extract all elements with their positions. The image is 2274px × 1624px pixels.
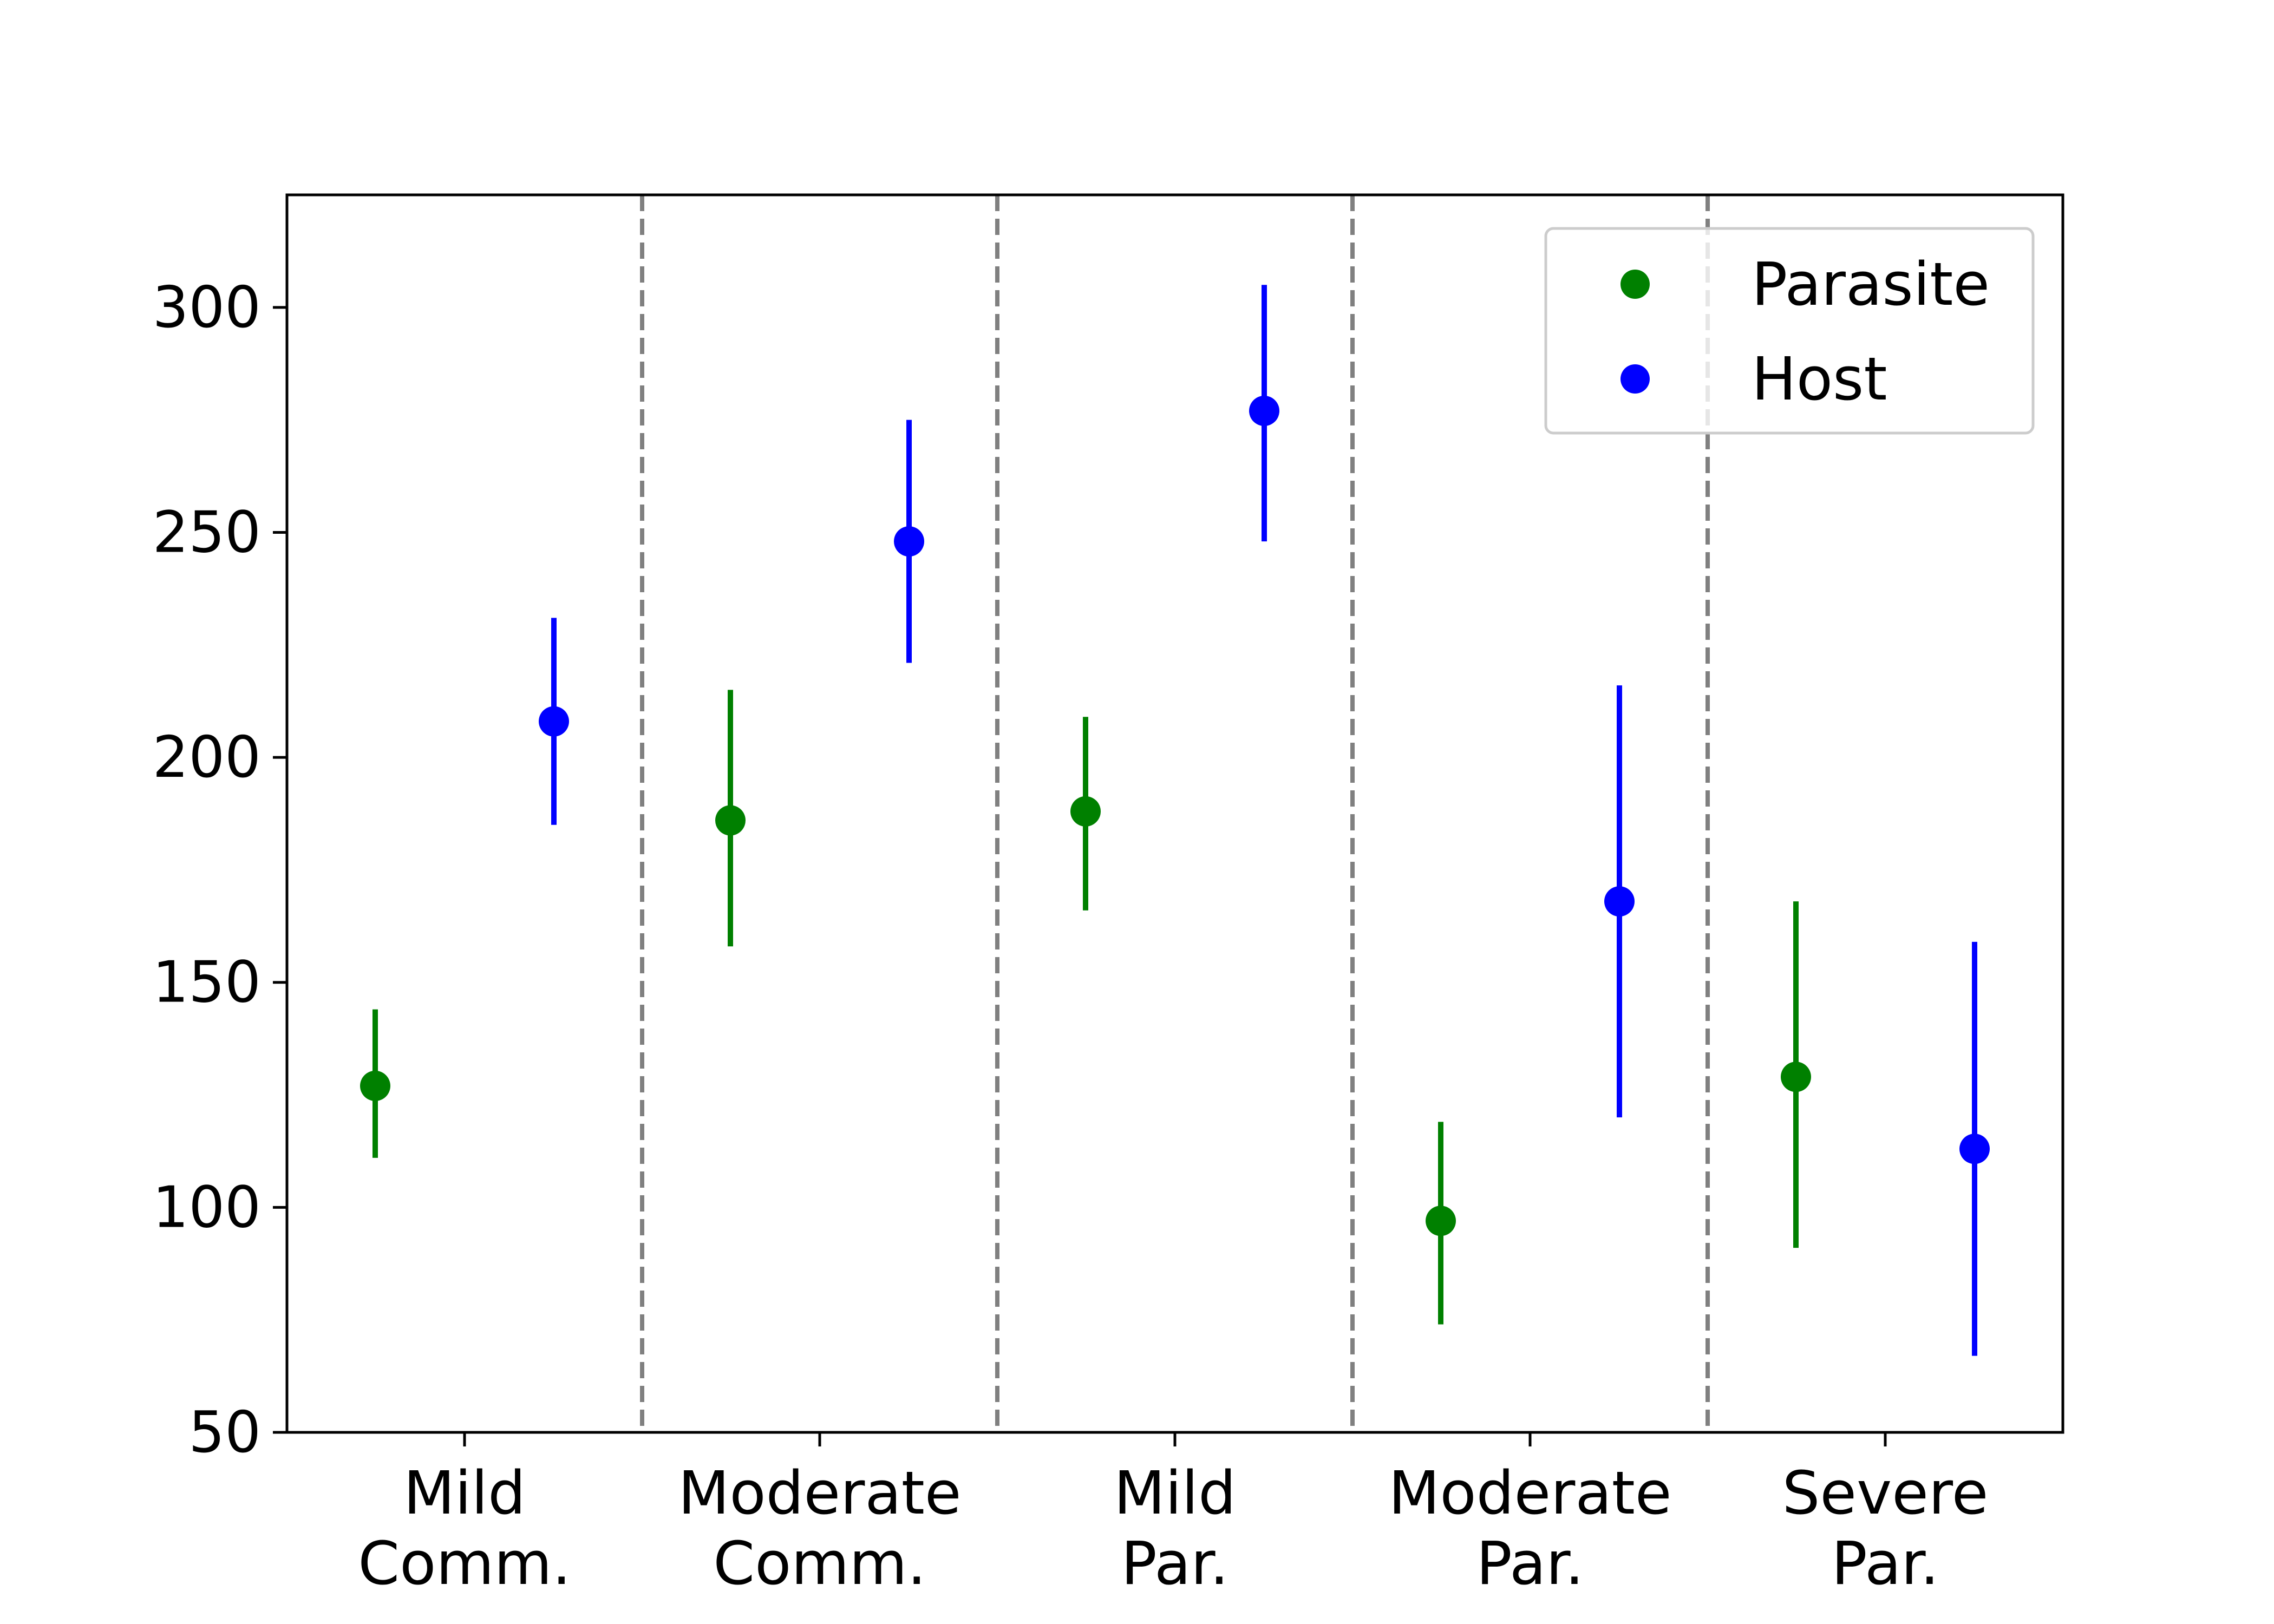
- data-point: [1426, 1206, 1456, 1236]
- y-tick-label: 150: [153, 949, 261, 1016]
- x-tick-label: Comm.: [358, 1529, 571, 1598]
- x-tick-label: Mild: [1114, 1458, 1236, 1528]
- plot-frame: [285, 193, 2064, 1434]
- x-tick-label: Comm.: [713, 1529, 926, 1598]
- data-point: [1781, 1062, 1811, 1092]
- series-layer: [360, 285, 1990, 1356]
- legend-marker: [1620, 364, 1650, 394]
- data-point: [1959, 1134, 1990, 1164]
- y-tick-label: 100: [153, 1174, 261, 1240]
- y-tick-label: 300: [153, 274, 261, 340]
- x-axis: MildComm.ModerateComm.MildPar.ModeratePa…: [358, 1432, 1988, 1598]
- data-point: [1249, 396, 1279, 427]
- series-parasite: [360, 690, 1811, 1325]
- x-tick-label: Par.: [1476, 1529, 1584, 1598]
- x-tick-label: Par.: [1832, 1529, 1939, 1598]
- y-tick-label: 250: [153, 499, 261, 565]
- data-point: [715, 805, 746, 836]
- y-axis: 50 100 150 200 250 300: [153, 274, 287, 1465]
- legend-label: Host: [1752, 344, 1887, 414]
- series-host: [539, 285, 1990, 1356]
- x-tick-label: Mild: [403, 1458, 526, 1528]
- legend-marker: [1620, 270, 1650, 299]
- data-point: [1604, 886, 1635, 917]
- legend-label: Parasite: [1752, 250, 1990, 319]
- data-point: [539, 706, 569, 737]
- data-point: [1070, 796, 1101, 827]
- data-point: [894, 526, 924, 557]
- y-tick-label: 50: [188, 1399, 261, 1465]
- x-tick-label: Moderate: [678, 1458, 961, 1528]
- legend: Parasite Host: [1544, 227, 2035, 435]
- data-point: [360, 1070, 390, 1101]
- x-tick-label: Severe: [1782, 1458, 1989, 1528]
- x-tick-label: Par.: [1121, 1529, 1229, 1598]
- legend-box: [1544, 227, 2035, 435]
- x-tick-label: Moderate: [1388, 1458, 1671, 1528]
- y-tick-label: 200: [153, 724, 261, 790]
